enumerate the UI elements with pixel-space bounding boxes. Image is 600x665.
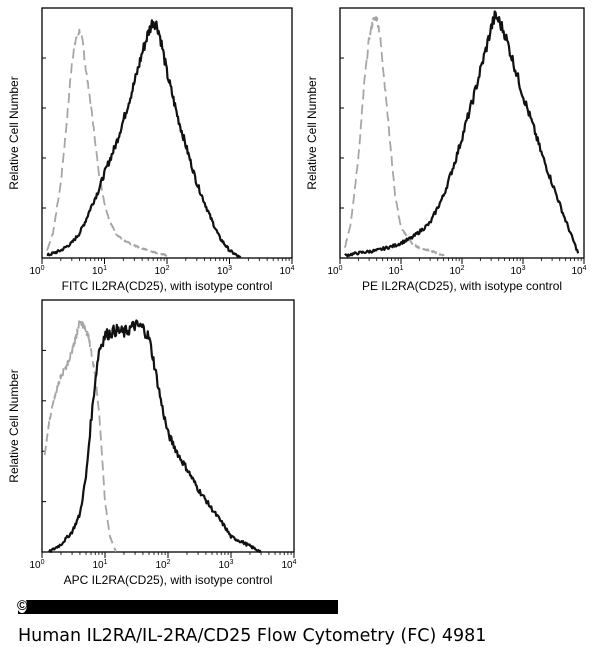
x-tick-label: 100 xyxy=(327,265,342,277)
x-tick-label: 104 xyxy=(571,265,586,277)
x-axis-label: PE IL2RA(CD25), with isotype control xyxy=(362,279,562,293)
copyright-symbol: © xyxy=(17,597,28,613)
y-axis-label: Relative Cell Number xyxy=(305,76,319,189)
x-tick-label: 100 xyxy=(29,559,44,571)
isotype-histogram-line xyxy=(46,28,168,257)
x-tick-label: 101 xyxy=(92,559,107,571)
x-tick-label: 102 xyxy=(449,265,464,277)
plot-frame xyxy=(41,7,293,259)
y-axis-label: Relative Cell Number xyxy=(7,369,21,482)
y-axis-label: Relative Cell Number xyxy=(7,76,21,189)
sample-histogram-line xyxy=(48,319,262,553)
isotype-histogram-line xyxy=(43,318,117,553)
x-tick-label: 104 xyxy=(281,559,296,571)
x-tick-label: 104 xyxy=(279,265,294,277)
chart-apc: 100 101 102 103 104 Relative Cell Number APC I… xyxy=(7,299,297,587)
isotype-histogram-line xyxy=(343,15,445,257)
x-tick-label: 103 xyxy=(217,265,232,277)
figure-caption: Human IL2RA/IL-2RA/CD25 Flow Cytometry (… xyxy=(18,626,487,646)
x-axis-label: APC IL2RA(CD25), with isotype control xyxy=(64,573,273,587)
x-tick-label: 103 xyxy=(218,559,233,571)
x-axis-label: FITC IL2RA(CD25), with isotype control xyxy=(62,279,273,293)
sample-histogram-line xyxy=(46,19,242,259)
x-tick-label: 103 xyxy=(510,265,525,277)
x-tick-label: 100 xyxy=(29,265,44,277)
plot-frame xyxy=(339,7,585,259)
chart-pe: 100 101 102 103 104 Relative Cell Number PE IL… xyxy=(305,7,587,293)
sample-histogram-line xyxy=(344,10,580,258)
x-tick-label: 101 xyxy=(92,265,107,277)
x-tick-label: 101 xyxy=(388,265,403,277)
x-tick-label: 102 xyxy=(154,265,169,277)
copyright-redaction-bar xyxy=(18,600,338,614)
chart-fitc: 100 101 102 103 104 Relative Cell Number FITC … xyxy=(7,7,295,293)
x-tick-label: 102 xyxy=(155,559,170,571)
